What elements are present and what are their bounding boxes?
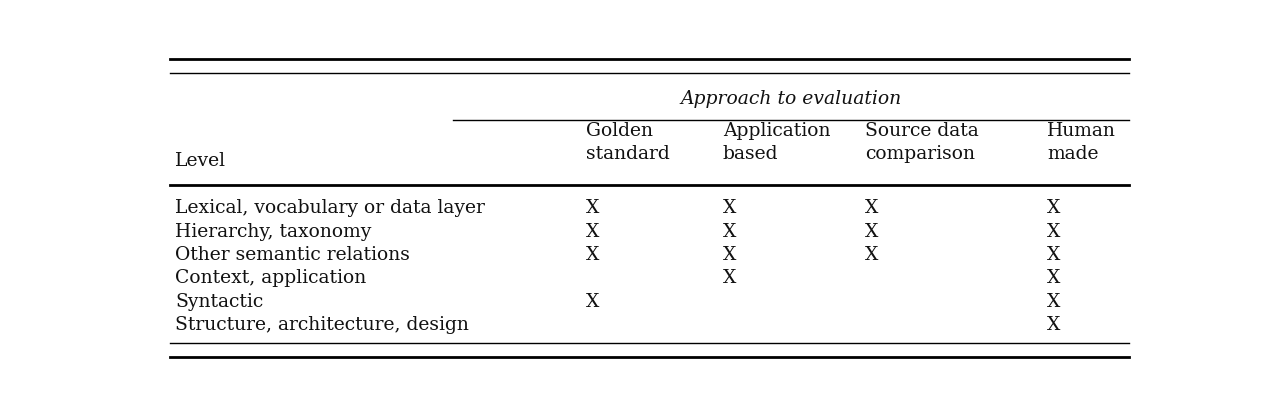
Text: Hierarchy, taxonomy: Hierarchy, taxonomy xyxy=(175,222,371,240)
Text: X: X xyxy=(865,199,879,217)
Text: Other semantic relations: Other semantic relations xyxy=(175,245,411,263)
Text: Syntactic: Syntactic xyxy=(175,292,264,310)
Text: Golden
standard: Golden standard xyxy=(585,122,669,162)
Text: Structure, architecture, design: Structure, architecture, design xyxy=(175,315,469,334)
Text: Context, application: Context, application xyxy=(175,269,366,287)
Text: X: X xyxy=(865,222,879,240)
Text: X: X xyxy=(1047,292,1060,310)
Text: X: X xyxy=(723,245,736,263)
Text: X: X xyxy=(723,222,736,240)
Text: Source data
comparison: Source data comparison xyxy=(865,122,979,162)
Text: X: X xyxy=(1047,269,1060,287)
Text: X: X xyxy=(585,222,599,240)
Text: Lexical, vocabulary or data layer: Lexical, vocabulary or data layer xyxy=(175,199,485,217)
Text: X: X xyxy=(1047,315,1060,334)
Text: X: X xyxy=(723,199,736,217)
Text: X: X xyxy=(723,269,736,287)
Text: Human
made: Human made xyxy=(1047,122,1116,162)
Text: X: X xyxy=(1047,199,1060,217)
Text: X: X xyxy=(1047,222,1060,240)
Text: Application
based: Application based xyxy=(723,122,830,162)
Text: X: X xyxy=(585,292,599,310)
Text: X: X xyxy=(585,245,599,263)
Text: Approach to evaluation: Approach to evaluation xyxy=(680,90,901,107)
Text: X: X xyxy=(585,199,599,217)
Text: X: X xyxy=(1047,245,1060,263)
Text: Level: Level xyxy=(175,152,226,170)
Text: X: X xyxy=(865,245,879,263)
